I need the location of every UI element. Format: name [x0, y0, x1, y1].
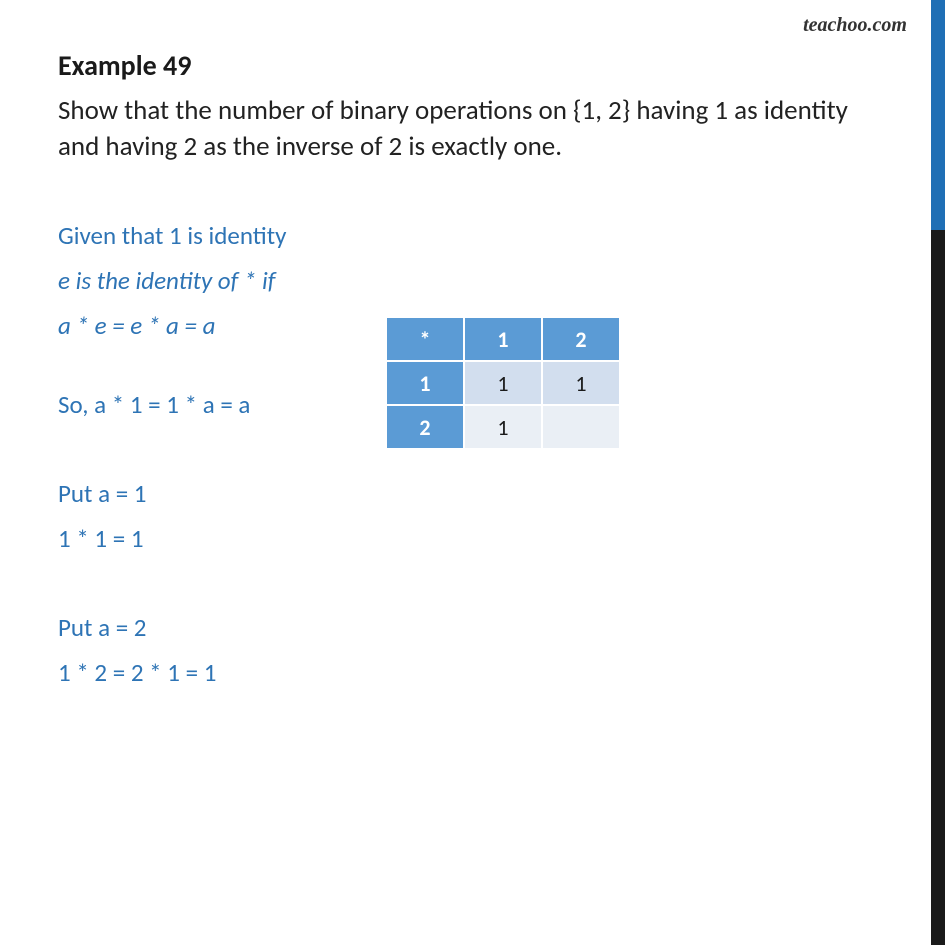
table-row: 2 1 — [386, 405, 620, 449]
line-put-a2: Put a = 2 — [58, 612, 905, 643]
example-title: Example 49 — [58, 48, 905, 83]
table-header-cell: * — [386, 317, 464, 361]
operation-table: * 1 2 1 1 1 2 1 — [385, 316, 621, 450]
table-cell — [542, 405, 620, 449]
watermark: teachoo.com — [803, 14, 907, 37]
stripe-black — [931, 230, 945, 945]
table-header-cell: 2 — [386, 405, 464, 449]
table-header-cell: 2 — [542, 317, 620, 361]
line-eq-a2: 1 * 2 = 2 * 1 = 1 — [58, 657, 905, 688]
table-cell: 1 — [464, 361, 542, 405]
table-header-cell: 1 — [386, 361, 464, 405]
table-cell: 1 — [542, 361, 620, 405]
table-cell: 1 — [464, 405, 542, 449]
line-put-a1: Put a = 1 — [58, 478, 905, 509]
line-eq-a1: 1 * 1 = 1 — [58, 523, 905, 554]
line-identity-def: e is the identity of * if — [58, 265, 905, 296]
table-row: 1 1 1 — [386, 361, 620, 405]
stripe-blue — [931, 0, 945, 230]
line-given: Given that 1 is identity — [58, 220, 905, 251]
solution-lines: Given that 1 is identity e is the identi… — [58, 220, 905, 688]
table-row: * 1 2 — [386, 317, 620, 361]
problem-statement: Show that the number of binary operation… — [58, 93, 878, 166]
side-stripe — [931, 0, 945, 945]
table-header-cell: 1 — [464, 317, 542, 361]
